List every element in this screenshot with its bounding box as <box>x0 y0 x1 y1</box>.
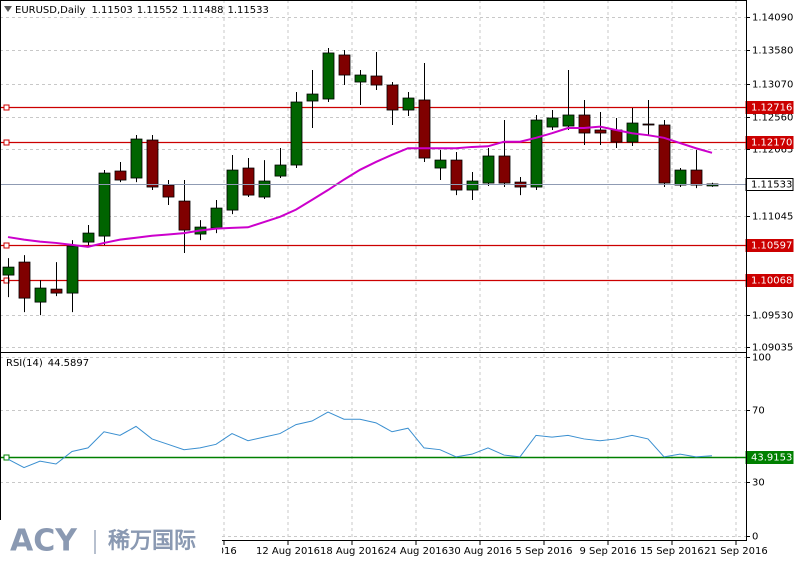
candle-body <box>402 97 415 111</box>
candle-body <box>354 74 367 83</box>
watermark: ACY 稀万国际 <box>0 520 222 564</box>
moving-average-line <box>7 125 713 248</box>
candle-body <box>546 117 559 128</box>
y-tick-label: 30 <box>752 478 765 489</box>
y-tick-label: 0 <box>752 532 758 543</box>
y-tick-label: 1.11045 <box>752 212 793 223</box>
x-tick-label: 21 Sep 2016 <box>704 546 767 557</box>
chart-menu-icon <box>4 6 12 12</box>
y-tick-label: 1.13070 <box>752 80 793 91</box>
y-tick-label: 1.13580 <box>752 46 793 57</box>
candle-body <box>146 139 159 188</box>
candle-body <box>498 155 511 184</box>
y-tick-label: 1.09530 <box>752 311 793 322</box>
watermark-name: 稀万国际 <box>108 528 196 554</box>
candle-body <box>162 184 175 198</box>
rsi-level-handle <box>3 454 10 461</box>
candle-body <box>130 138 143 179</box>
candle-body <box>434 159 447 169</box>
watermark-background <box>0 520 222 564</box>
x-tick-label: 2016 <box>211 546 236 557</box>
x-tick-label: 9 Sep 2016 <box>579 546 636 557</box>
candle-body <box>258 180 271 198</box>
rsi-title: RSI(14) <box>6 358 43 369</box>
y-tick-label: 1.09035 <box>752 343 793 354</box>
candle-body <box>642 123 655 126</box>
plot-frame <box>0 0 747 541</box>
candle-body <box>690 169 703 186</box>
candle-body <box>2 266 15 276</box>
rsi-value: 44.5897 <box>48 358 89 369</box>
rsi-header: RSI(14) 44.5897 <box>6 358 89 369</box>
y-tick-label: 70 <box>752 406 765 417</box>
candle-body <box>418 99 431 159</box>
candle-body <box>226 169 239 211</box>
candle-body <box>370 75 383 86</box>
candle-body <box>210 207 223 229</box>
candle-body <box>530 119 543 188</box>
candle-body <box>50 288 63 294</box>
candle-body <box>594 129 607 134</box>
candle-body <box>34 287 47 303</box>
watermark-brand: ACY <box>10 524 78 559</box>
candle-body <box>98 172 111 237</box>
candle-body <box>674 169 687 186</box>
high-value: 1.11552 <box>137 5 178 16</box>
level-handle <box>3 242 10 249</box>
candle-body <box>114 170 127 181</box>
candle-body <box>466 180 479 191</box>
open-value: 1.11503 <box>91 5 132 16</box>
rsi-line <box>7 411 713 469</box>
candle-body <box>482 155 495 184</box>
candle-body <box>274 164 287 177</box>
level-tag-label: 1.10597 <box>751 241 792 252</box>
candle-body <box>306 93 319 102</box>
candle-body <box>82 232 95 243</box>
x-tick-label: 30 Aug 2016 <box>448 546 512 557</box>
low-value: 1.11488 <box>182 5 223 16</box>
x-tick-label: 12 Aug 2016 <box>256 546 320 557</box>
y-tick-label: 1.12065 <box>752 145 793 156</box>
candle-body <box>386 84 399 111</box>
level-tag-label: 1.10068 <box>751 276 792 287</box>
candle-body <box>66 245 79 294</box>
x-tick-label: 15 Sep 2016 <box>640 546 703 557</box>
x-tick-label: 5 Sep 2016 <box>515 546 572 557</box>
candle-body <box>450 159 463 191</box>
candle-body <box>562 114 575 127</box>
candle-body <box>18 261 31 299</box>
chart-title: EURUSD,Daily <box>15 5 86 16</box>
x-tick-label: 24 Aug 2016 <box>384 546 448 557</box>
candle-body <box>322 52 335 100</box>
rsi-level-tag-label: 43.9153 <box>751 453 792 464</box>
candle-body <box>578 114 591 134</box>
candle-body <box>658 124 671 184</box>
candle-body <box>178 200 191 231</box>
candle-body <box>242 167 255 196</box>
price-tag-label: 1.11533 <box>751 180 792 191</box>
level-tag-label: 1.12716 <box>751 103 792 114</box>
y-tick-label: 1.12560 <box>752 113 793 124</box>
level-tag-label: 1.12170 <box>751 138 792 149</box>
candle-body <box>338 54 351 76</box>
level-handle <box>3 104 10 111</box>
y-tick-label: 100 <box>752 353 771 364</box>
chart-header: EURUSD,Daily 1.11503 1.11552 1.11488 1.11533 <box>15 5 269 16</box>
candle-body <box>290 101 303 166</box>
close-value: 1.11533 <box>228 5 269 16</box>
y-tick-label: 1.14090 <box>752 13 793 24</box>
x-tick-label: 18 Aug 2016 <box>320 546 384 557</box>
level-handle <box>3 139 10 146</box>
